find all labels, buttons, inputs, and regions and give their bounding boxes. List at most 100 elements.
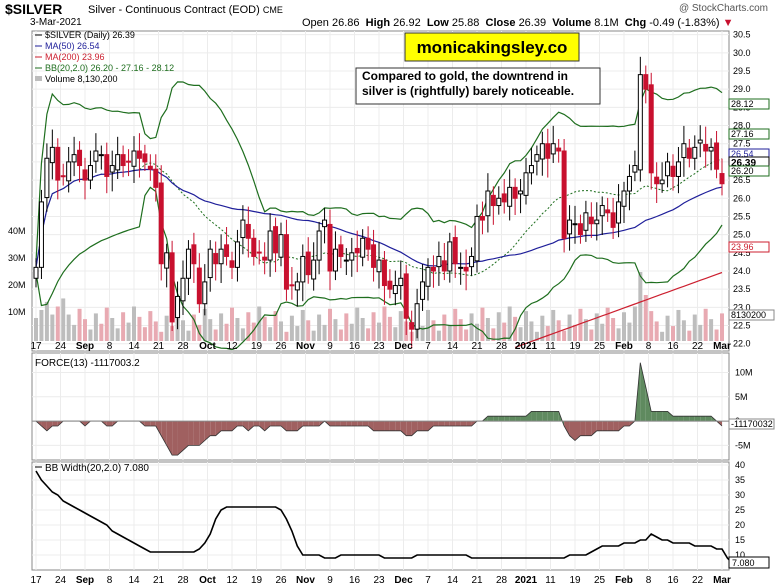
bbw-title: BB Width(20,2.0) 7.080 (45, 463, 149, 474)
candle-body (545, 143, 551, 159)
volume-tick-label: 30M (8, 253, 26, 263)
force-area-segment (607, 421, 614, 431)
price-badges: 28.12 27.16 26.54 26.39 26.20 23.96 8130… (728, 98, 775, 569)
force-area-segment (569, 421, 575, 441)
bbw-tick-label: 40 (735, 460, 745, 470)
x-tick-label: Dec (394, 575, 413, 586)
x-tick-label: 16 (667, 341, 679, 352)
force-area-segment (330, 421, 336, 426)
force-area-segment (155, 421, 162, 436)
force-area-segment (493, 416, 499, 422)
candle-body (60, 175, 66, 178)
force-area-segment (335, 421, 341, 426)
bbw-tick-label: 20 (735, 520, 745, 530)
legend-volume-swatch (35, 76, 42, 81)
volume-bar (240, 328, 245, 341)
volume-bar (692, 314, 697, 341)
force-area-segment (373, 421, 379, 431)
candle-body (616, 201, 622, 224)
volume-bar (164, 315, 169, 341)
price-tick-label: 30.5 (733, 30, 751, 40)
force-area-segment (183, 421, 189, 451)
badge-volume-box (728, 309, 775, 321)
volume-bar (377, 322, 381, 341)
candle-body (305, 251, 311, 276)
candle-body (632, 165, 638, 173)
annotation-text: Compared to gold, the downtrend in silve… (362, 69, 575, 98)
candle-body (256, 251, 262, 254)
force-area-segment (656, 411, 663, 422)
volume-bar (306, 320, 311, 341)
candle-body (142, 153, 148, 163)
candle-body (278, 234, 284, 258)
volume-bar (382, 306, 387, 341)
force-area-segment (536, 411, 543, 422)
force-area-segment (449, 421, 456, 426)
x-tick-label: 17 (30, 575, 42, 586)
volume-bar (72, 324, 77, 341)
price-tick-label: 24.0 (733, 266, 751, 276)
candle-body (643, 74, 649, 90)
candle-body (224, 244, 230, 257)
candle-body (191, 244, 197, 265)
x-tick-label: Dec (394, 341, 413, 352)
force-area-segment (498, 416, 505, 422)
candle-body (311, 259, 317, 280)
price-tick-label: 25.0 (733, 230, 751, 240)
candle-body (550, 143, 556, 155)
volume-bar (578, 308, 583, 341)
badge-bb-upper-box (728, 98, 770, 110)
volume-bar (698, 324, 703, 341)
candle-body (213, 253, 219, 265)
volume-bar (480, 307, 485, 341)
force-area-segment (700, 416, 706, 422)
x-tick-label: 19 (569, 341, 581, 352)
volume-bar (34, 318, 38, 341)
force-area-segment (504, 416, 510, 422)
candle-body (392, 285, 398, 295)
volume-bar (159, 331, 164, 341)
candle-body (251, 237, 257, 257)
x-tick-label: 28 (496, 341, 508, 352)
volume-bar (420, 326, 425, 341)
candle-body (71, 154, 77, 163)
volume-bar (170, 326, 175, 341)
volume-bar (681, 320, 686, 341)
price-tick-label: 23.5 (733, 284, 751, 294)
force-area-segment (438, 421, 445, 426)
force-area-segment (166, 421, 173, 456)
legend-ma200: MA(200) 23.96 (45, 52, 105, 62)
volume-bar (496, 312, 501, 341)
candle-body (33, 266, 39, 279)
volume-bar (273, 311, 278, 341)
candle-body (332, 248, 338, 272)
volume-bar (431, 320, 436, 341)
force-area-segment (384, 421, 390, 431)
volume-bar (660, 331, 665, 341)
force-area-segment (547, 411, 554, 422)
volume-bar (687, 330, 692, 341)
candle-body (474, 215, 480, 262)
force-area-segment (694, 416, 701, 422)
volume-bar (88, 329, 93, 341)
x-tick-label: Mar (713, 575, 731, 586)
candle-body (479, 215, 485, 221)
force-area-segment (389, 421, 396, 431)
candle-body (202, 281, 208, 305)
x-tick-label: 2021 (515, 575, 538, 586)
candle-body (507, 186, 513, 207)
candle-body (300, 255, 306, 283)
x-tick-label: 9 (327, 575, 333, 586)
candle-body (109, 165, 115, 173)
candle-body (49, 146, 55, 164)
candle-body (104, 154, 110, 177)
candle-body (708, 146, 714, 152)
candle-body (343, 259, 349, 262)
candle-body (692, 146, 698, 159)
x-tick-label: 19 (251, 575, 263, 586)
candle-body (327, 223, 333, 272)
force-area-segment (444, 421, 450, 426)
badge-bbw-box (728, 556, 770, 569)
candle-body (561, 150, 567, 239)
candle-body (539, 143, 545, 160)
